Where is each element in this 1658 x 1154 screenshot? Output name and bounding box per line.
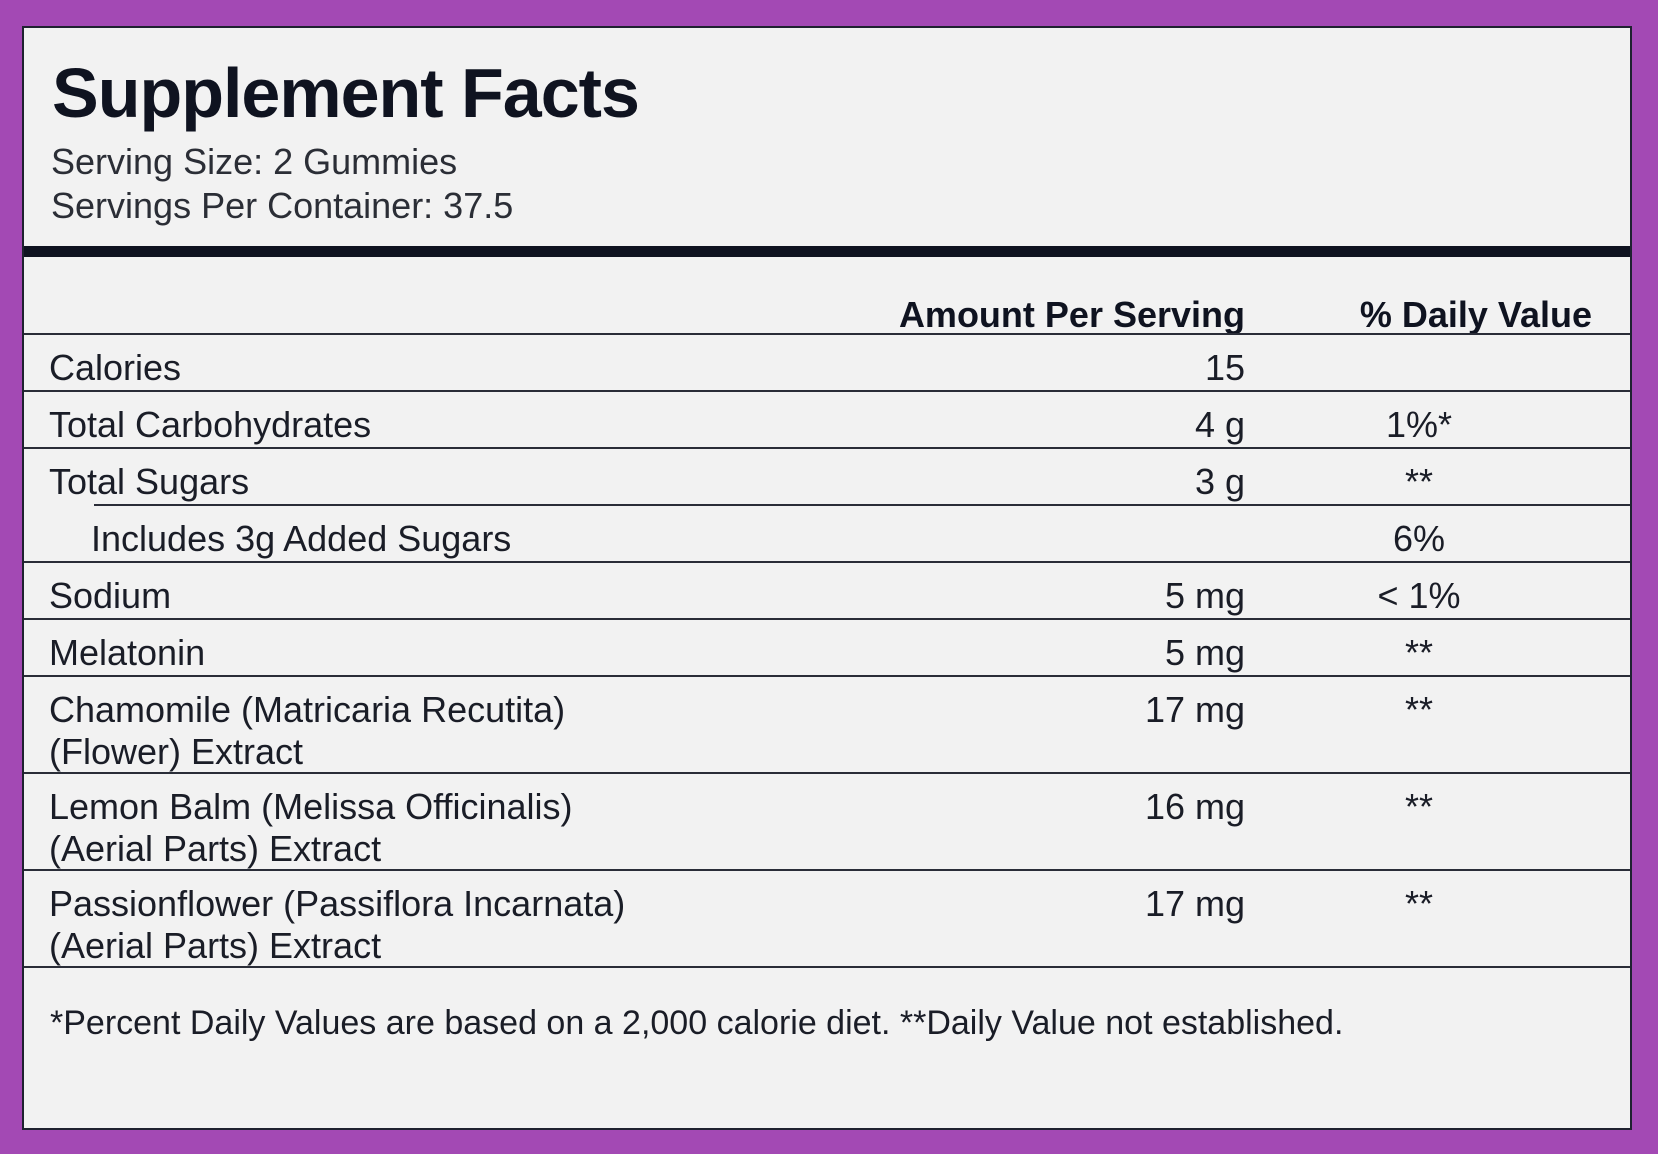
- nutrient-daily-value: **: [1404, 689, 1434, 730]
- nutrient-amount: 17 mg: [1144, 689, 1245, 730]
- nutrient-name-line-1: Lemon Balm (Melissa Officinalis): [49, 786, 573, 827]
- nutrient-name-line-2: (Aerial Parts) Extract: [49, 828, 382, 869]
- nutrient-name: Melatonin: [49, 632, 206, 673]
- nutrient-amount: 16 mg: [1144, 786, 1245, 827]
- serving-size: Serving Size: 2 Gummies: [51, 141, 458, 182]
- daily-value-column-header: % Daily Value: [1359, 294, 1592, 335]
- nutrient-name: Includes 3g Added Sugars: [91, 518, 512, 559]
- nutrient-amount: 5 mg: [1164, 575, 1245, 616]
- nutrient-daily-value: < 1%: [1377, 575, 1461, 616]
- nutrient-row-melatonin: Melatonin 5 mg **: [24, 618, 1630, 675]
- label-title: Supplement Facts: [52, 54, 640, 132]
- nutrient-name: Chamomile (Matricaria Recutita) (Flower)…: [49, 689, 565, 773]
- nutrient-name-line-1: Passionflower (Passiflora Incarnata): [49, 883, 626, 924]
- nutrient-daily-value: **: [1404, 786, 1434, 827]
- nutrient-row-added-sugars: Includes 3g Added Sugars 6%: [91, 504, 1630, 561]
- nutrient-name-line-1: Chamomile (Matricaria Recutita): [49, 689, 566, 730]
- nutrient-amount: 4 g: [1194, 404, 1245, 445]
- nutrient-row-passionflower: Passionflower (Passiflora Incarnata) (Ae…: [24, 869, 1630, 966]
- nutrient-daily-value: **: [1404, 883, 1434, 924]
- nutrient-row-lemon-balm: Lemon Balm (Melissa Officinalis) (Aerial…: [24, 772, 1630, 869]
- column-header-row: Amount Per Serving % Daily Value: [24, 257, 1630, 342]
- nutrient-daily-value: 1%*: [1385, 404, 1453, 445]
- nutrient-name: Calories: [49, 347, 182, 388]
- footnote: *Percent Daily Values are based on a 2,0…: [50, 1004, 1344, 1042]
- thick-divider: [24, 246, 1630, 257]
- nutrient-daily-value: **: [1404, 632, 1434, 673]
- nutrient-name: Passionflower (Passiflora Incarnata) (Ae…: [49, 883, 625, 967]
- table-bottom-rule: [24, 966, 1630, 968]
- nutrient-amount: 17 mg: [1144, 883, 1245, 924]
- supplement-facts-panel: Supplement Facts Serving Size: 2 Gummies…: [22, 26, 1632, 1130]
- nutrient-name: Total Sugars: [49, 461, 250, 502]
- nutrient-row-sodium: Sodium 5 mg < 1%: [24, 561, 1630, 618]
- nutrient-name: Lemon Balm (Melissa Officinalis) (Aerial…: [49, 786, 573, 870]
- nutrient-name-line-2: (Aerial Parts) Extract: [49, 925, 382, 966]
- nutrient-name-line-2: (Flower) Extract: [49, 731, 304, 772]
- nutrient-amount: 15: [1204, 347, 1245, 388]
- nutrient-amount: 3 g: [1194, 461, 1245, 502]
- nutrient-daily-value: 6%: [1392, 518, 1446, 559]
- nutrient-row-total-sugars: Total Sugars 3 g **: [24, 447, 1630, 504]
- nutrient-row-calories: Calories 15: [24, 333, 1630, 390]
- nutrient-amount: 5 mg: [1164, 632, 1245, 673]
- nutrient-name: Total Carbohydrates: [49, 404, 372, 445]
- amount-column-header: Amount Per Serving: [898, 294, 1245, 335]
- nutrient-daily-value: **: [1404, 461, 1434, 502]
- servings-per-container: Servings Per Container: 37.5: [51, 185, 514, 226]
- nutrient-row-total-carbohydrates: Total Carbohydrates 4 g 1%*: [24, 390, 1630, 447]
- nutrient-row-chamomile: Chamomile (Matricaria Recutita) (Flower)…: [24, 675, 1630, 772]
- nutrient-name: Sodium: [49, 575, 172, 616]
